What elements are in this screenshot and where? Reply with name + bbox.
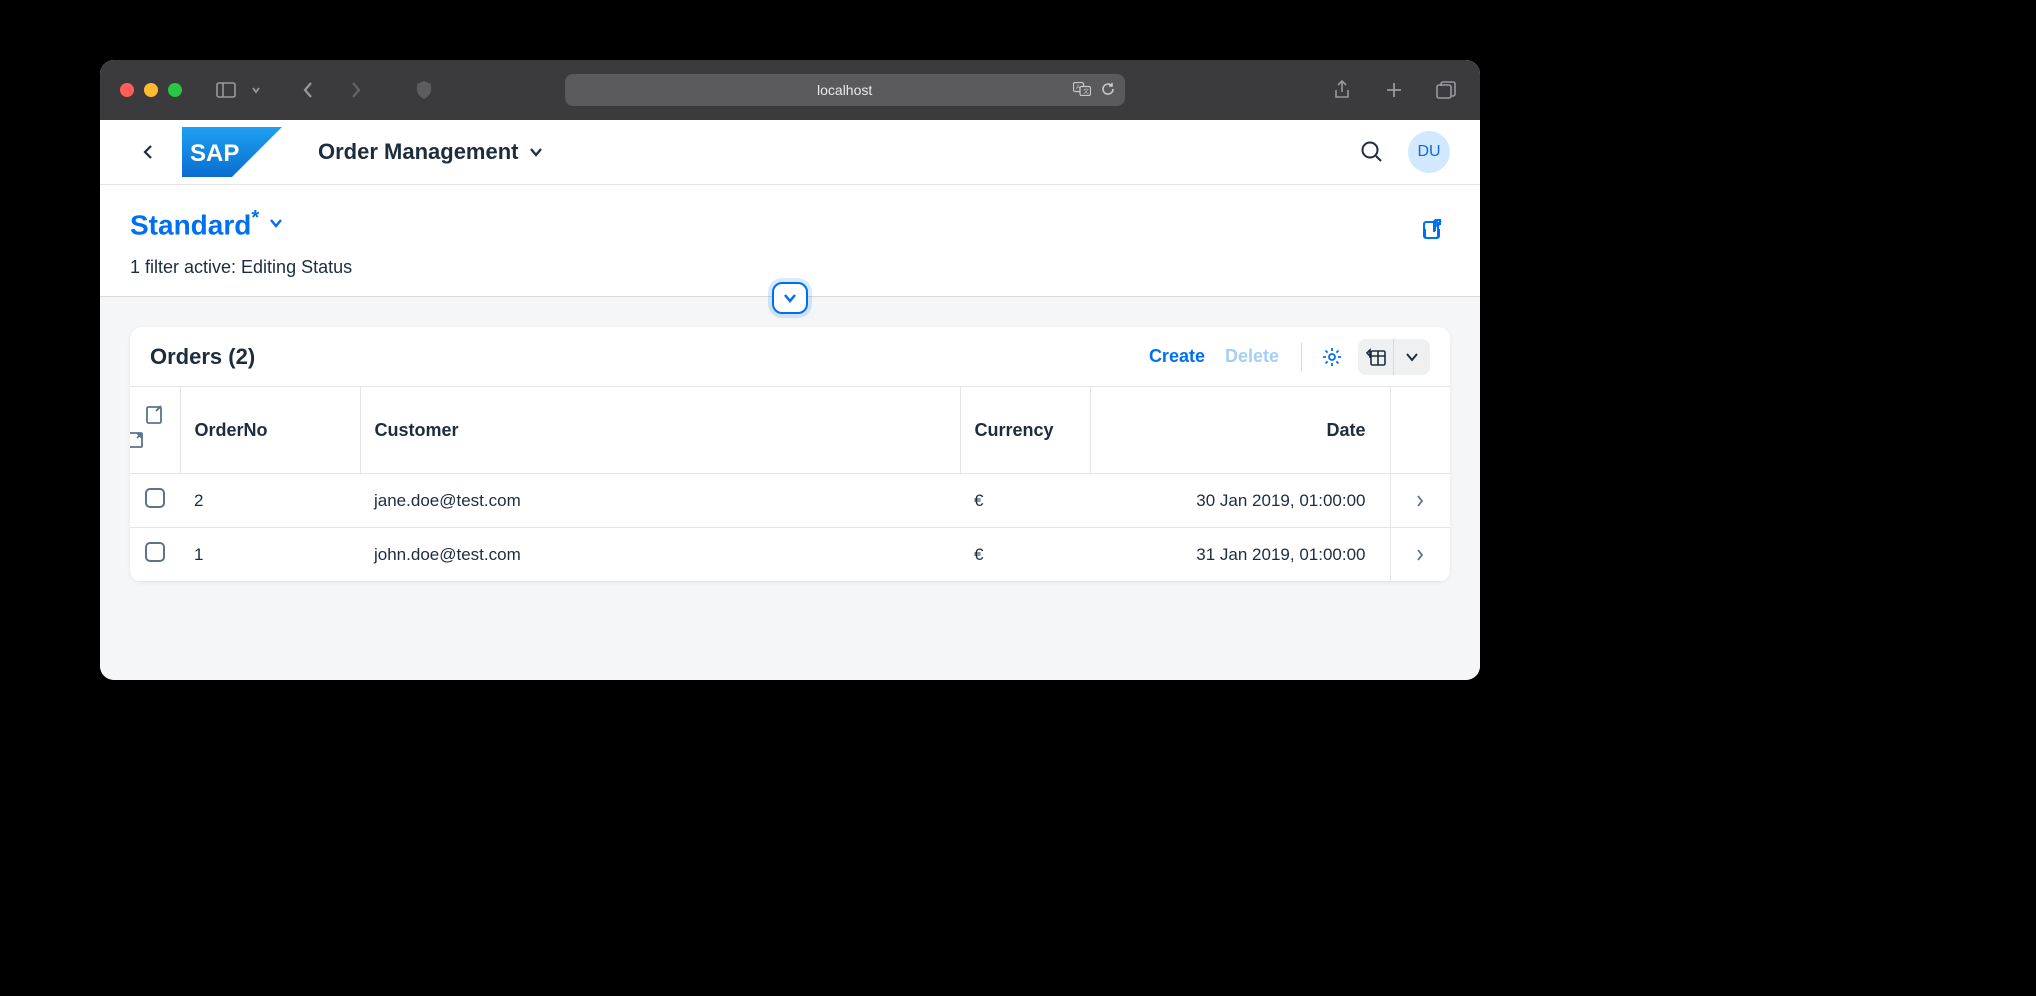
tab-overview-icon[interactable] <box>1432 76 1460 104</box>
row-checkbox[interactable] <box>145 488 165 508</box>
sap-logo: SAP <box>182 127 282 177</box>
window-zoom-dot[interactable] <box>168 83 182 97</box>
table-row[interactable]: 1 john.doe@test.com € 31 Jan 2019, 01:00… <box>130 528 1450 582</box>
svg-text:A: A <box>1076 85 1080 91</box>
privacy-shield-icon[interactable] <box>410 76 438 104</box>
orders-table: OrderNo Customer Currency Date 2 jane.do… <box>130 387 1450 582</box>
app-title-label: Order Management <box>318 139 519 165</box>
shell-back-button[interactable] <box>130 134 166 170</box>
column-header-nav <box>1390 387 1450 474</box>
draft-indicator-icon <box>145 405 165 425</box>
shell-header: SAP Order Management DU <box>100 120 1480 185</box>
row-nav-button[interactable] <box>1405 494 1437 508</box>
chevron-down-icon <box>1405 352 1419 362</box>
cell-customer: jane.doe@test.com <box>360 474 960 528</box>
cell-currency: € <box>960 474 1090 528</box>
expand-filter-bar-button[interactable] <box>772 282 808 314</box>
cell-date: 30 Jan 2019, 01:00:00 <box>1090 474 1390 528</box>
browser-window: localhost A文 <box>100 60 1480 680</box>
settings-button[interactable] <box>1314 339 1350 375</box>
translate-icon[interactable]: A文 <box>1073 82 1091 99</box>
browser-forward-icon <box>342 76 370 104</box>
row-nav-button[interactable] <box>1405 548 1437 562</box>
sidebar-dropdown-icon[interactable] <box>242 76 270 104</box>
chevron-right-icon <box>1416 548 1424 562</box>
window-close-dot[interactable] <box>120 83 134 97</box>
content-area: Orders (2) Create Delete <box>100 296 1480 680</box>
orders-table-card: Orders (2) Create Delete <box>130 327 1450 582</box>
browser-back-icon[interactable] <box>294 76 322 104</box>
toolbar-separator <box>1301 343 1302 371</box>
toggle-sidebar-icon[interactable] <box>212 76 240 104</box>
column-header-customer[interactable]: Customer <box>360 387 960 474</box>
chevron-right-icon <box>1416 494 1424 508</box>
svg-text:文: 文 <box>1083 87 1089 95</box>
create-button[interactable]: Create <box>1139 342 1215 371</box>
export-spreadsheet-icon <box>1366 348 1386 366</box>
variant-modified-indicator: * <box>251 207 259 229</box>
browser-titlebar: localhost A文 <box>100 60 1480 120</box>
cell-orderno: 2 <box>180 474 360 528</box>
user-avatar[interactable]: DU <box>1408 131 1450 173</box>
chevron-down-icon <box>782 292 798 304</box>
cell-currency: € <box>960 528 1090 582</box>
new-tab-icon[interactable] <box>1380 76 1408 104</box>
table-toolbar: Orders (2) Create Delete <box>130 327 1450 387</box>
table-title: Orders (2) <box>150 344 255 370</box>
variant-title-text: Standard <box>130 209 251 240</box>
reload-icon[interactable] <box>1101 82 1115 99</box>
column-header-orderno[interactable]: OrderNo <box>180 387 360 474</box>
window-minimize-dot[interactable] <box>144 83 158 97</box>
export-dropdown-button[interactable] <box>1394 339 1430 375</box>
browser-share-icon[interactable] <box>1328 76 1356 104</box>
filter-status-text: 1 filter active: Editing Status <box>130 257 1450 278</box>
browser-url-text: localhost <box>817 82 872 98</box>
search-icon <box>1361 141 1383 163</box>
browser-url-bar[interactable]: localhost A文 <box>565 74 1125 106</box>
page-header: Standard* 1 filter active: Editing Statu… <box>100 185 1480 296</box>
column-header-currency[interactable]: Currency <box>960 387 1090 474</box>
search-button[interactable] <box>1352 132 1392 172</box>
cell-customer: john.doe@test.com <box>360 528 960 582</box>
export-button[interactable] <box>1358 339 1394 375</box>
column-header-draft[interactable] <box>130 387 180 474</box>
avatar-initials: DU <box>1417 143 1440 161</box>
app-title-dropdown[interactable]: Order Management <box>318 139 543 165</box>
variant-chevron-icon[interactable] <box>269 215 283 233</box>
cell-date: 31 Jan 2019, 01:00:00 <box>1090 528 1390 582</box>
row-checkbox[interactable] <box>145 542 165 562</box>
share-button[interactable] <box>1414 211 1450 247</box>
table-row[interactable]: 2 jane.doe@test.com € 30 Jan 2019, 01:00… <box>130 474 1450 528</box>
svg-text:SAP: SAP <box>190 140 239 167</box>
variant-selector[interactable]: Standard* <box>130 207 259 241</box>
chevron-down-icon <box>529 147 543 157</box>
cell-orderno: 1 <box>180 528 360 582</box>
gear-icon <box>1322 347 1342 367</box>
delete-button: Delete <box>1215 342 1289 371</box>
column-header-date[interactable]: Date <box>1090 387 1390 474</box>
